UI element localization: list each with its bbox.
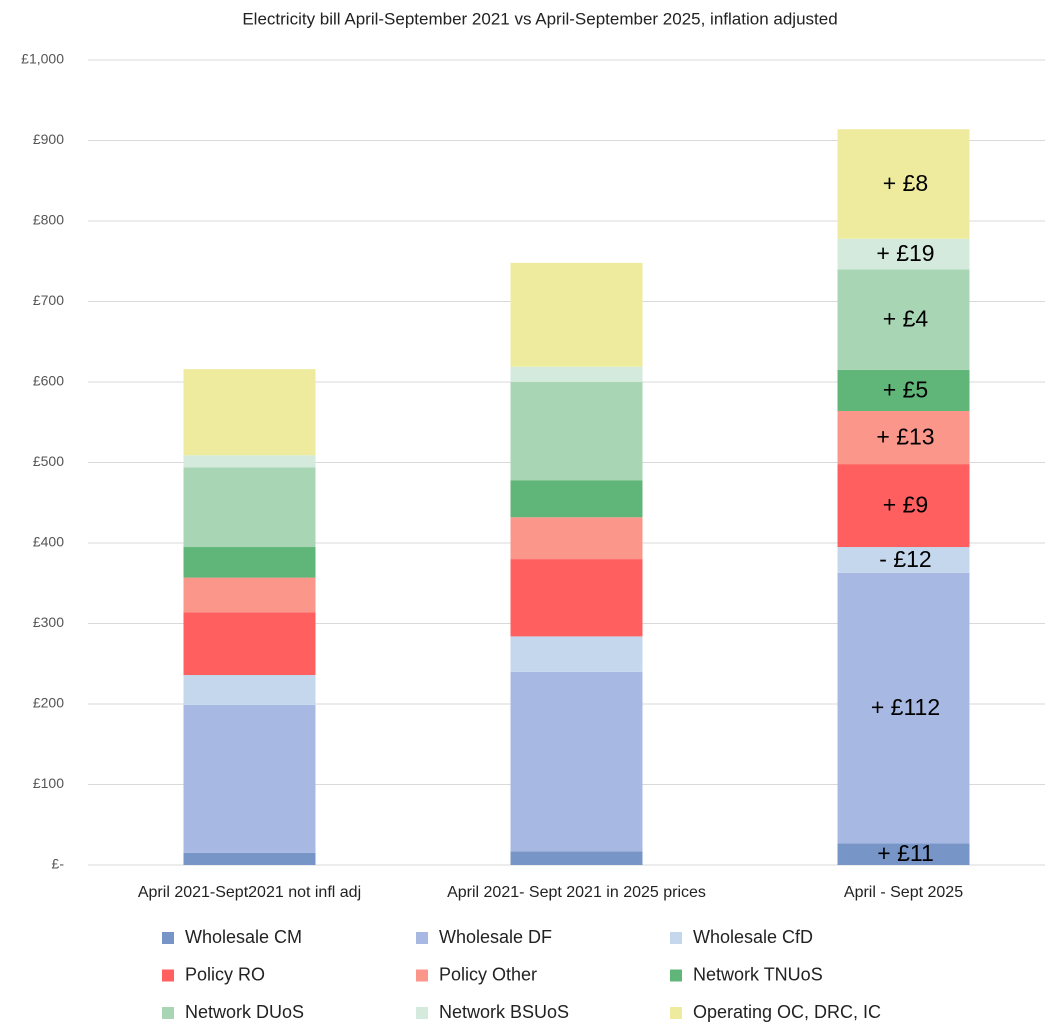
bar-segment bbox=[183, 577, 316, 613]
annotation: + £112 bbox=[871, 694, 940, 720]
y-tick-label: £- bbox=[52, 856, 65, 872]
y-tick-label: £100 bbox=[33, 775, 64, 791]
y-tick-label: £900 bbox=[33, 131, 64, 147]
legend-swatch bbox=[416, 1007, 428, 1019]
y-tick-label: £200 bbox=[33, 695, 64, 711]
legend-label: Wholesale CM bbox=[185, 927, 302, 947]
bar-segment bbox=[510, 559, 643, 637]
annotation: + £11 bbox=[877, 840, 934, 866]
bar-segment bbox=[510, 366, 643, 382]
legend-label: Wholesale CfD bbox=[693, 927, 813, 947]
bar-segment bbox=[837, 572, 970, 844]
bar-segment bbox=[183, 704, 316, 853]
bar-segment bbox=[837, 843, 970, 865]
legend-label: Operating OC, DRC, IC bbox=[693, 1002, 881, 1022]
chart-title: Electricity bill April-September 2021 vs… bbox=[242, 9, 837, 28]
legend-swatch bbox=[670, 1007, 682, 1019]
legend-swatch bbox=[416, 932, 428, 944]
bar-segment bbox=[837, 238, 970, 270]
bar-segment bbox=[837, 369, 970, 411]
x-tick-label: April - Sept 2025 bbox=[844, 884, 963, 901]
y-tick-label: £300 bbox=[33, 614, 64, 630]
bar-segment bbox=[837, 129, 970, 239]
legend-swatch bbox=[162, 1007, 174, 1019]
y-tick-label: £700 bbox=[33, 292, 64, 308]
annotation: + £8 bbox=[883, 170, 928, 196]
y-tick-label: £400 bbox=[33, 534, 64, 550]
legend-label: Network TNUoS bbox=[693, 964, 823, 984]
bar-segment bbox=[837, 547, 970, 573]
legend-label: Network BSUoS bbox=[439, 1002, 569, 1022]
annotation: + £19 bbox=[876, 240, 934, 266]
bar-segment bbox=[183, 612, 316, 676]
legend-label: Policy Other bbox=[439, 964, 537, 984]
x-tick-label: April 2021-Sept2021 not infl adj bbox=[138, 884, 361, 901]
bar-segment bbox=[183, 455, 316, 468]
bar-segment bbox=[510, 382, 643, 481]
legend-label: Wholesale DF bbox=[439, 927, 552, 947]
bar-segment bbox=[183, 675, 316, 705]
annotation: + £4 bbox=[883, 306, 929, 332]
bar-segment bbox=[183, 467, 316, 548]
annotation: + £9 bbox=[883, 492, 928, 518]
annotation: - £12 bbox=[879, 546, 931, 572]
legend-swatch bbox=[670, 969, 682, 982]
legend-swatch bbox=[162, 932, 174, 944]
bar-segment bbox=[510, 480, 643, 518]
legend-label: Policy RO bbox=[185, 964, 265, 984]
legend-swatch bbox=[416, 969, 428, 982]
bar-segment bbox=[510, 671, 643, 852]
x-tick-label: April 2021- Sept 2021 in 2025 prices bbox=[447, 884, 706, 901]
bar-segment bbox=[510, 636, 643, 672]
y-tick-label: £600 bbox=[33, 373, 64, 389]
bar-segment bbox=[510, 851, 643, 865]
bar-segment bbox=[183, 369, 316, 456]
bar-segment bbox=[183, 547, 316, 578]
y-tick-label: £800 bbox=[33, 212, 64, 228]
legend-label: Network DUoS bbox=[185, 1002, 304, 1022]
bar-segment bbox=[510, 262, 643, 367]
legend-swatch bbox=[162, 969, 174, 982]
legend-swatch bbox=[670, 932, 682, 944]
y-tick-label: £500 bbox=[33, 453, 64, 469]
bar-segment bbox=[837, 464, 970, 548]
bar-segment bbox=[837, 269, 970, 370]
bar-segment bbox=[183, 852, 316, 865]
bar-segment bbox=[837, 410, 970, 465]
annotation: + £13 bbox=[876, 424, 934, 450]
y-tick-label: £1,000 bbox=[21, 51, 64, 67]
bar-segment bbox=[510, 517, 643, 560]
annotation: + £5 bbox=[883, 377, 928, 403]
